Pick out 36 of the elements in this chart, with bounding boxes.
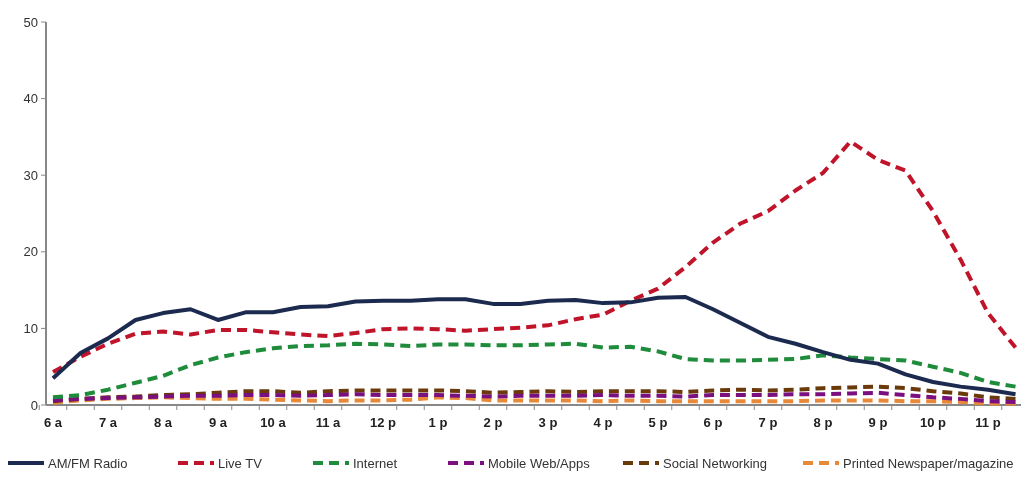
y-tick-label: 40 — [23, 91, 38, 107]
x-tick-label: 7 p — [758, 415, 778, 430]
legend-label: Printed Newspaper/magazine — [843, 455, 1014, 471]
line-series — [51, 395, 1018, 406]
legend-label: Mobile Web/Apps — [488, 455, 591, 471]
x-tick-label: 5 p — [648, 415, 668, 430]
y-tick-label: 0 — [30, 397, 38, 413]
x-tick-label: 1 p — [428, 415, 448, 430]
line-series — [51, 139, 1018, 375]
x-tick-label: 10 a — [260, 415, 287, 430]
legend-label: Social Networking — [663, 455, 768, 471]
x-tick-label: 11 p — [975, 415, 1001, 430]
x-tick-label: 3 p — [538, 415, 558, 430]
legend-label: Live TV — [218, 455, 263, 471]
x-tick-label: 6 a — [43, 415, 63, 430]
x-tick-label: 12 p — [369, 415, 397, 430]
x-tick-label: 6 p — [703, 415, 723, 430]
x-tick-label: 9 p — [868, 415, 888, 430]
x-tick-label: 8 p — [813, 415, 833, 430]
line-series — [51, 341, 1018, 400]
line-series — [51, 390, 1018, 404]
x-tick-label: 10 p — [919, 415, 947, 430]
y-tick-label: 50 — [23, 14, 38, 30]
y-tick-label: 10 — [23, 320, 38, 336]
x-tick-label: 7 a — [98, 415, 118, 430]
x-tick-label: 4 p — [593, 415, 613, 430]
x-tick-label: 11 a — [315, 415, 342, 430]
x-tick-label: 9 a — [208, 415, 228, 430]
x-tick-label: 8 a — [153, 415, 173, 430]
x-tick-label: 2 p — [483, 415, 503, 430]
legend-label: Internet — [353, 455, 398, 471]
line-series — [51, 294, 1018, 397]
legend-label: AM/FM Radio — [48, 455, 128, 471]
y-tick-label: 30 — [23, 167, 38, 183]
y-tick-label: 20 — [23, 244, 38, 260]
line-series — [51, 384, 1018, 404]
